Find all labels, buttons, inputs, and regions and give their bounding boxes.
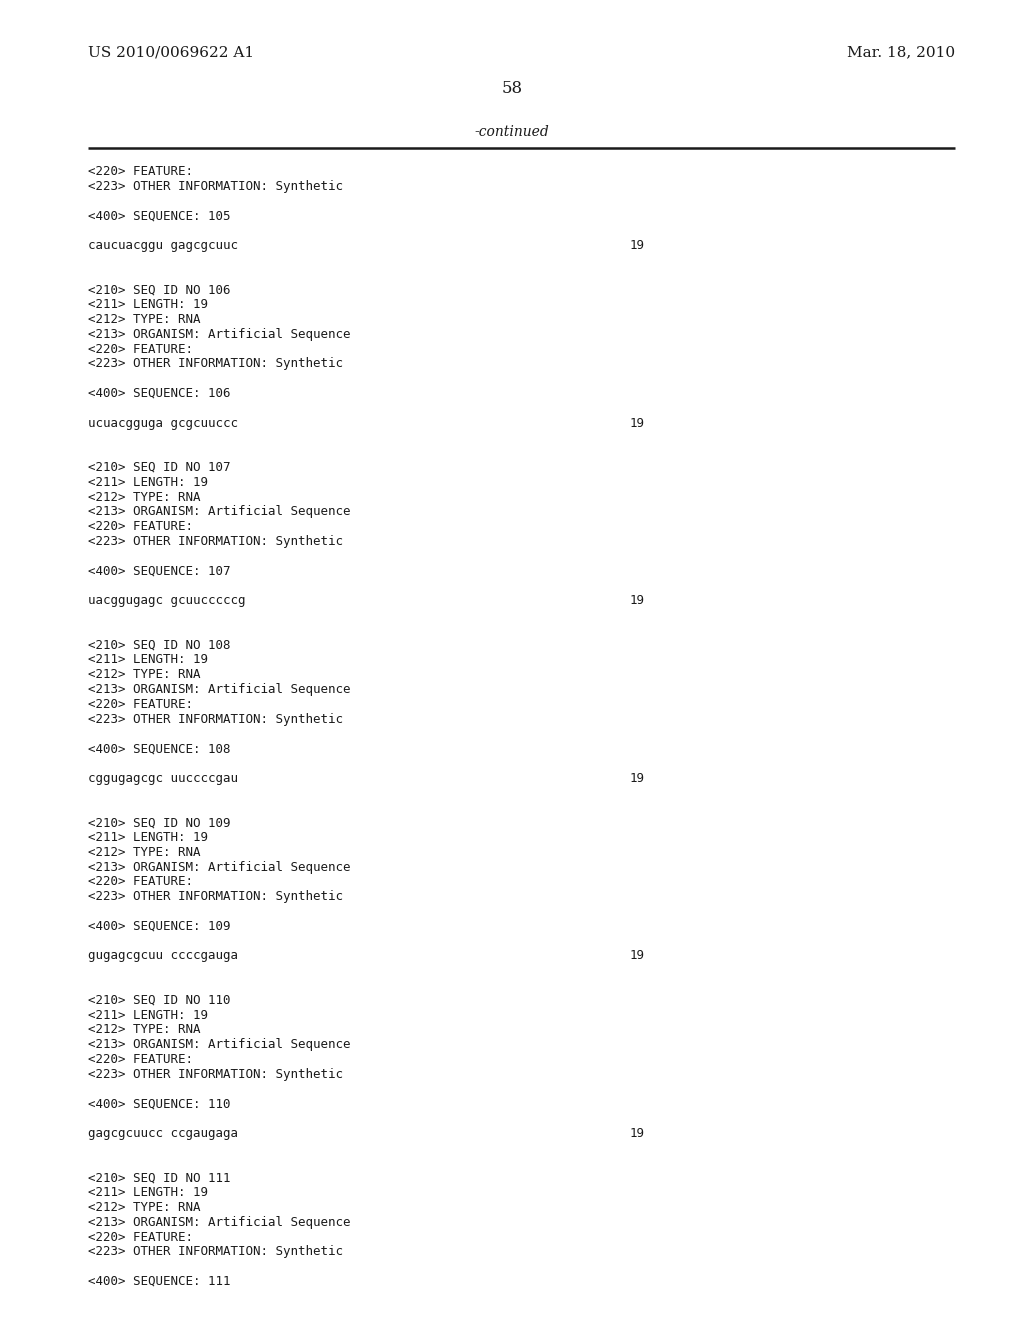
Text: <400> SEQUENCE: 110: <400> SEQUENCE: 110: [88, 1097, 230, 1110]
Text: gagcgcuucc ccgaugaga: gagcgcuucc ccgaugaga: [88, 1127, 238, 1140]
Text: <400> SEQUENCE: 109: <400> SEQUENCE: 109: [88, 920, 230, 933]
Text: gugagcgcuu ccccgauga: gugagcgcuu ccccgauga: [88, 949, 238, 962]
Text: Mar. 18, 2010: Mar. 18, 2010: [847, 45, 955, 59]
Text: 19: 19: [630, 239, 645, 252]
Text: <213> ORGANISM: Artificial Sequence: <213> ORGANISM: Artificial Sequence: [88, 1039, 350, 1051]
Text: <220> FEATURE:: <220> FEATURE:: [88, 165, 193, 178]
Text: 58: 58: [502, 81, 522, 96]
Text: <212> TYPE: RNA: <212> TYPE: RNA: [88, 1023, 201, 1036]
Text: <223> OTHER INFORMATION: Synthetic: <223> OTHER INFORMATION: Synthetic: [88, 1068, 343, 1081]
Text: <210> SEQ ID NO 111: <210> SEQ ID NO 111: [88, 1171, 230, 1184]
Text: <211> LENGTH: 19: <211> LENGTH: 19: [88, 832, 208, 843]
Text: 19: 19: [630, 1127, 645, 1140]
Text: US 2010/0069622 A1: US 2010/0069622 A1: [88, 45, 254, 59]
Text: uacggugagc gcuucccccg: uacggugagc gcuucccccg: [88, 594, 246, 607]
Text: <220> FEATURE:: <220> FEATURE:: [88, 1230, 193, 1243]
Text: -continued: -continued: [475, 125, 549, 139]
Text: <212> TYPE: RNA: <212> TYPE: RNA: [88, 313, 201, 326]
Text: <223> OTHER INFORMATION: Synthetic: <223> OTHER INFORMATION: Synthetic: [88, 890, 343, 903]
Text: <223> OTHER INFORMATION: Synthetic: <223> OTHER INFORMATION: Synthetic: [88, 713, 343, 726]
Text: <223> OTHER INFORMATION: Synthetic: <223> OTHER INFORMATION: Synthetic: [88, 180, 343, 193]
Text: <210> SEQ ID NO 110: <210> SEQ ID NO 110: [88, 994, 230, 1007]
Text: <220> FEATURE:: <220> FEATURE:: [88, 520, 193, 533]
Text: <213> ORGANISM: Artificial Sequence: <213> ORGANISM: Artificial Sequence: [88, 1216, 350, 1229]
Text: 19: 19: [630, 949, 645, 962]
Text: <223> OTHER INFORMATION: Synthetic: <223> OTHER INFORMATION: Synthetic: [88, 535, 343, 548]
Text: 19: 19: [630, 772, 645, 785]
Text: <211> LENGTH: 19: <211> LENGTH: 19: [88, 1187, 208, 1199]
Text: <210> SEQ ID NO 109: <210> SEQ ID NO 109: [88, 816, 230, 829]
Text: <211> LENGTH: 19: <211> LENGTH: 19: [88, 298, 208, 312]
Text: <213> ORGANISM: Artificial Sequence: <213> ORGANISM: Artificial Sequence: [88, 327, 350, 341]
Text: <400> SEQUENCE: 105: <400> SEQUENCE: 105: [88, 210, 230, 222]
Text: <211> LENGTH: 19: <211> LENGTH: 19: [88, 653, 208, 667]
Text: <212> TYPE: RNA: <212> TYPE: RNA: [88, 668, 201, 681]
Text: <220> FEATURE:: <220> FEATURE:: [88, 875, 193, 888]
Text: <212> TYPE: RNA: <212> TYPE: RNA: [88, 491, 201, 504]
Text: <210> SEQ ID NO 107: <210> SEQ ID NO 107: [88, 461, 230, 474]
Text: ucuacgguga gcgcuuccc: ucuacgguga gcgcuuccc: [88, 417, 238, 429]
Text: <210> SEQ ID NO 108: <210> SEQ ID NO 108: [88, 639, 230, 652]
Text: <213> ORGANISM: Artificial Sequence: <213> ORGANISM: Artificial Sequence: [88, 861, 350, 874]
Text: 19: 19: [630, 417, 645, 429]
Text: <400> SEQUENCE: 111: <400> SEQUENCE: 111: [88, 1275, 230, 1288]
Text: <400> SEQUENCE: 106: <400> SEQUENCE: 106: [88, 387, 230, 400]
Text: <400> SEQUENCE: 107: <400> SEQUENCE: 107: [88, 565, 230, 578]
Text: <212> TYPE: RNA: <212> TYPE: RNA: [88, 1201, 201, 1214]
Text: <213> ORGANISM: Artificial Sequence: <213> ORGANISM: Artificial Sequence: [88, 682, 350, 696]
Text: cggugagcgc uuccccgau: cggugagcgc uuccccgau: [88, 772, 238, 785]
Text: <223> OTHER INFORMATION: Synthetic: <223> OTHER INFORMATION: Synthetic: [88, 358, 343, 371]
Text: <210> SEQ ID NO 106: <210> SEQ ID NO 106: [88, 284, 230, 297]
Text: <211> LENGTH: 19: <211> LENGTH: 19: [88, 1008, 208, 1022]
Text: <220> FEATURE:: <220> FEATURE:: [88, 698, 193, 710]
Text: <211> LENGTH: 19: <211> LENGTH: 19: [88, 475, 208, 488]
Text: <220> FEATURE:: <220> FEATURE:: [88, 1053, 193, 1067]
Text: <212> TYPE: RNA: <212> TYPE: RNA: [88, 846, 201, 859]
Text: <400> SEQUENCE: 108: <400> SEQUENCE: 108: [88, 742, 230, 755]
Text: caucuacggu gagcgcuuc: caucuacggu gagcgcuuc: [88, 239, 238, 252]
Text: <213> ORGANISM: Artificial Sequence: <213> ORGANISM: Artificial Sequence: [88, 506, 350, 519]
Text: <223> OTHER INFORMATION: Synthetic: <223> OTHER INFORMATION: Synthetic: [88, 1245, 343, 1258]
Text: 19: 19: [630, 594, 645, 607]
Text: <220> FEATURE:: <220> FEATURE:: [88, 343, 193, 355]
